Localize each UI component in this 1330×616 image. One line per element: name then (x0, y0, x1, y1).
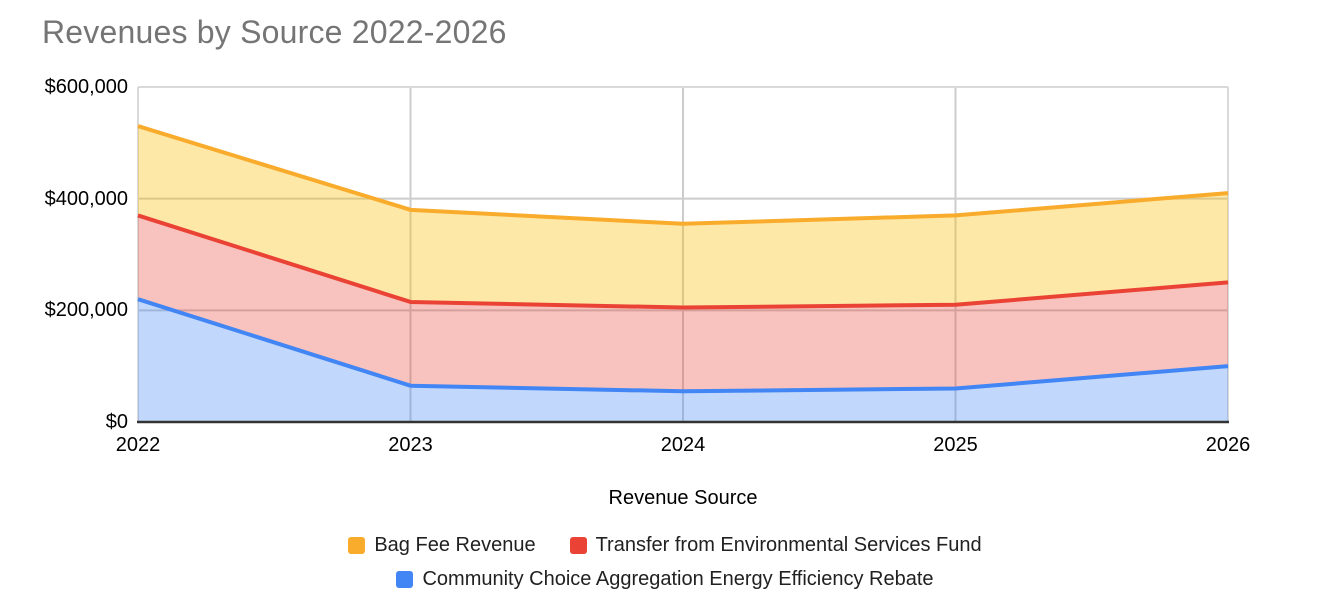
legend-label: Bag Fee Revenue (374, 534, 536, 556)
chart-title: Revenues by Source 2022-2026 (42, 14, 507, 50)
y-axis-tick-label: $600,000 (44, 76, 128, 98)
y-axis-tick-label: $0 (105, 411, 128, 433)
legend-label: Community Choice Aggregation Energy Effi… (422, 568, 934, 590)
x-axis-tick-label: 2022 (115, 434, 161, 456)
legend-item-community-choice-aggregation-energy-efficiency-rebate: Community Choice Aggregation Energy Effi… (396, 568, 934, 591)
series-area-bag-fee-revenue (138, 126, 1228, 308)
legend-swatch-transfer-from-environmental-services-fund (569, 537, 587, 554)
x-axis-tick-label: 2025 (933, 434, 978, 456)
x-axis-title: Revenue Source (608, 487, 758, 509)
legend-swatch-bag-fee-revenue (348, 537, 366, 554)
legend-item-transfer-from-environmental-services-fund: Transfer from Environmental Services Fun… (569, 534, 982, 557)
series-line-bag-fee-revenue (137, 124, 1229, 226)
legend: Bag Fee Revenue Transfer from Environment… (0, 534, 1330, 591)
series-line-community-choice-aggregation-energy-efficiency-rebate (137, 297, 1229, 394)
series-area-transfer-from-environmental-services-fund (138, 215, 1228, 392)
legend-label: Transfer from Environmental Services Fun… (595, 534, 982, 556)
x-axis-tick-label: 2026 (1205, 434, 1251, 456)
y-axis-tick-label: $200,000 (44, 299, 128, 322)
x-axis-tick-label: 2023 (388, 434, 433, 456)
y-axis-tick-label: $400,000 (44, 187, 128, 210)
legend-swatch-community-choice-aggregation-energy-efficiency-rebate (396, 571, 414, 588)
series-line-transfer-from-environmental-services-fund (137, 213, 1229, 310)
legend-item-bag-fee-revenue: Bag Fee Revenue (348, 534, 536, 557)
series-area-community-choice-aggregation-energy-efficiency-rebate (138, 299, 1228, 422)
x-axis-tick-label: 2024 (660, 434, 706, 456)
